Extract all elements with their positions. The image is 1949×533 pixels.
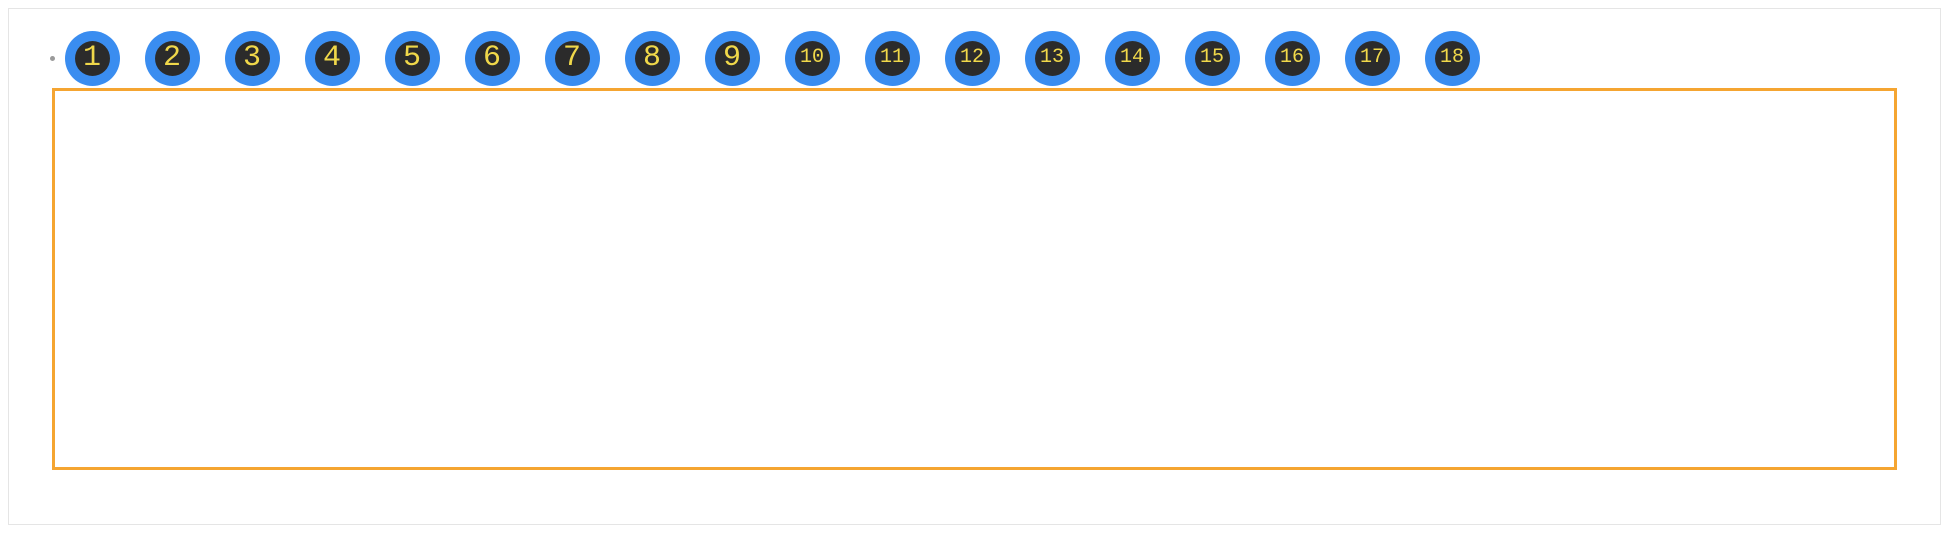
pin-hole-5: 5 [395, 41, 430, 76]
pin-hole-17: 17 [1355, 41, 1390, 76]
pin-label-1: 1 [83, 43, 101, 73]
origin-marker [50, 56, 55, 61]
footprint-canvas: 123456789101112131415161718 [0, 0, 1949, 533]
pin-label-17: 17 [1360, 48, 1384, 68]
pin-label-14: 14 [1120, 48, 1144, 68]
pin-label-10: 10 [800, 48, 824, 68]
pin-label-16: 16 [1280, 48, 1304, 68]
pin-12: 12 [945, 31, 1000, 86]
pin-label-15: 15 [1200, 48, 1224, 68]
pin-label-3: 3 [243, 43, 261, 73]
pin-hole-1: 1 [75, 41, 110, 76]
pin-11: 11 [865, 31, 920, 86]
pin-label-2: 2 [163, 43, 181, 73]
pin-hole-7: 7 [555, 41, 590, 76]
pin-17: 17 [1345, 31, 1400, 86]
pin-hole-10: 10 [795, 41, 830, 76]
pin-10: 10 [785, 31, 840, 86]
pin-hole-12: 12 [955, 41, 990, 76]
pin-label-4: 4 [323, 43, 341, 73]
pin-6: 6 [465, 31, 520, 86]
pin-7: 7 [545, 31, 600, 86]
pin-hole-13: 13 [1035, 41, 1070, 76]
pin-hole-6: 6 [475, 41, 510, 76]
pin-hole-2: 2 [155, 41, 190, 76]
pin-8: 8 [625, 31, 680, 86]
pin-label-9: 9 [723, 43, 741, 73]
pin-3: 3 [225, 31, 280, 86]
pin-13: 13 [1025, 31, 1080, 86]
pin-label-7: 7 [563, 43, 581, 73]
pin-label-8: 8 [643, 43, 661, 73]
pin-4: 4 [305, 31, 360, 86]
pin-16: 16 [1265, 31, 1320, 86]
pin-label-12: 12 [960, 48, 984, 68]
pin-label-6: 6 [483, 43, 501, 73]
pin-label-5: 5 [403, 43, 421, 73]
pin-hole-18: 18 [1435, 41, 1470, 76]
pin-label-13: 13 [1040, 48, 1064, 68]
pin-5: 5 [385, 31, 440, 86]
pin-label-11: 11 [880, 48, 904, 68]
pin-hole-14: 14 [1115, 41, 1150, 76]
silkscreen-outline [52, 88, 1897, 470]
pin-18: 18 [1425, 31, 1480, 86]
pin-1: 1 [65, 31, 120, 86]
pin-hole-4: 4 [315, 41, 350, 76]
pin-hole-8: 8 [635, 41, 670, 76]
pin-label-18: 18 [1440, 48, 1464, 68]
pin-hole-11: 11 [875, 41, 910, 76]
pin-9: 9 [705, 31, 760, 86]
pin-hole-15: 15 [1195, 41, 1230, 76]
pin-hole-16: 16 [1275, 41, 1310, 76]
pin-15: 15 [1185, 31, 1240, 86]
pin-14: 14 [1105, 31, 1160, 86]
pin-2: 2 [145, 31, 200, 86]
pin-hole-9: 9 [715, 41, 750, 76]
pin-hole-3: 3 [235, 41, 270, 76]
